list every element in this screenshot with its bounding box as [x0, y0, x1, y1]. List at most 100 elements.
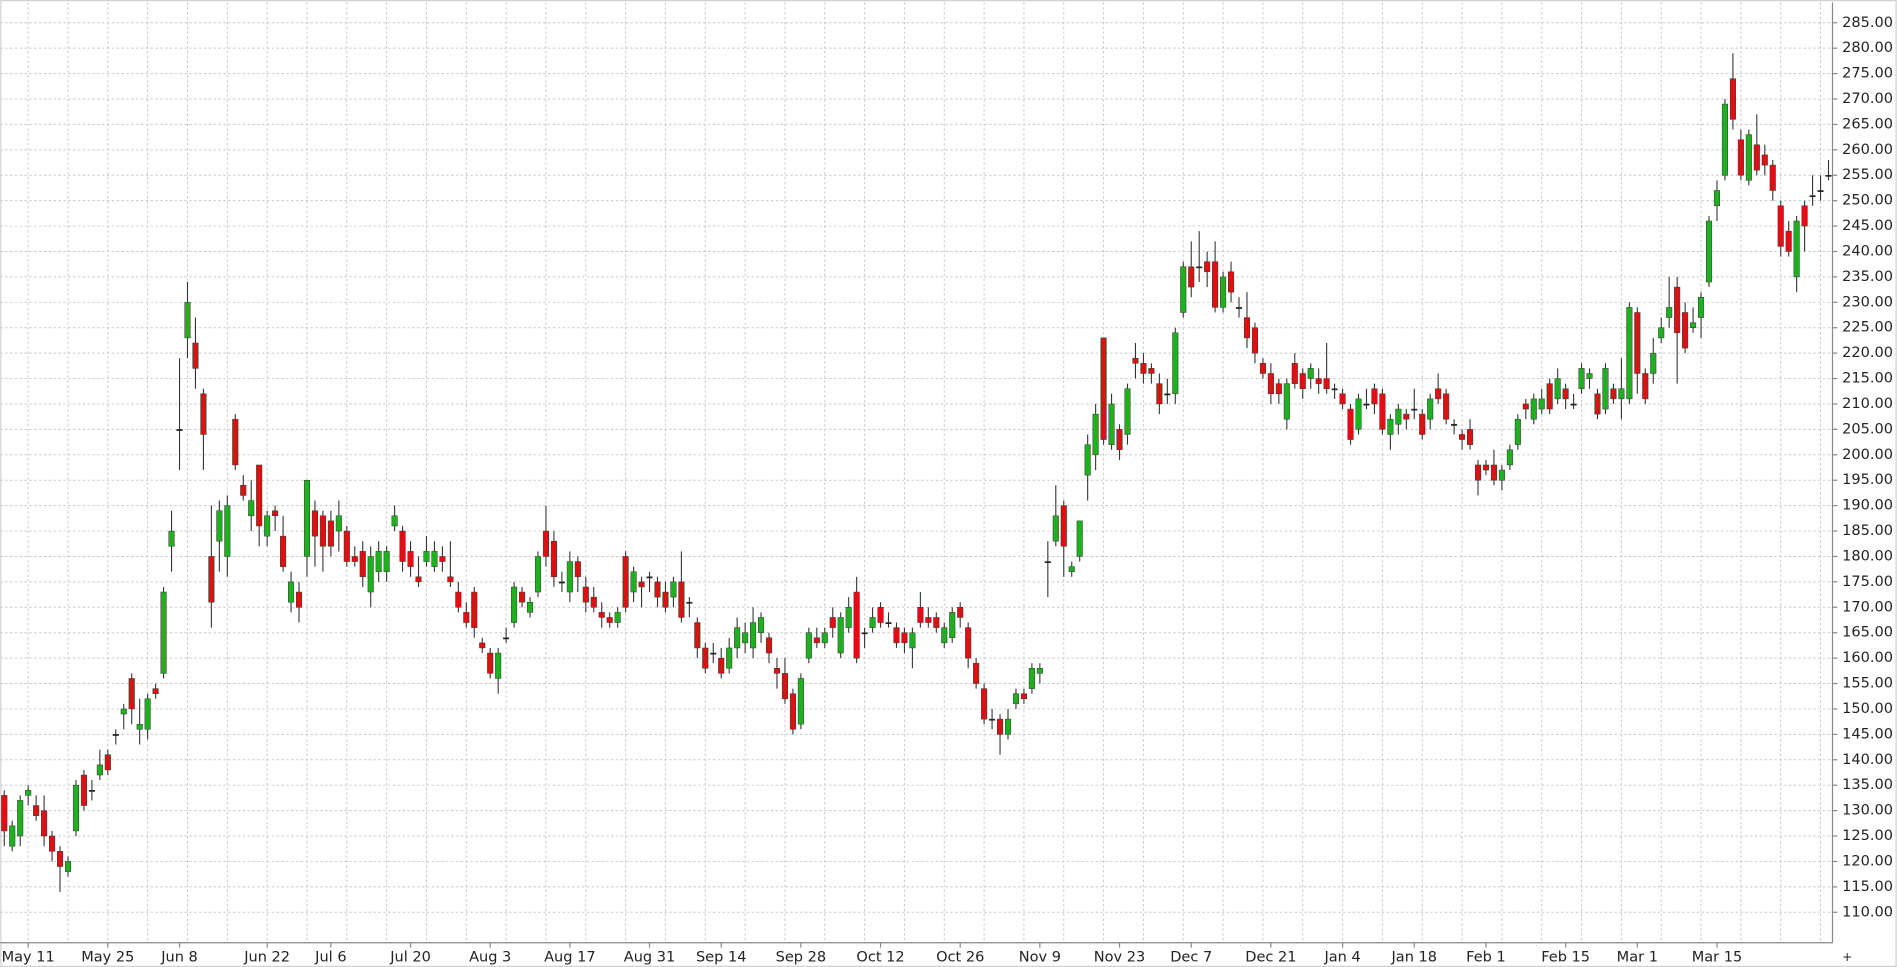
candle-body [630, 571, 637, 593]
candle-body [734, 627, 741, 649]
y-tick-label: 245.00 [1842, 218, 1893, 234]
candle-body [1809, 195, 1816, 198]
y-tick-label: 275.00 [1842, 66, 1893, 82]
y-tick-label: 220.00 [1842, 345, 1893, 361]
candle-body [25, 790, 32, 796]
candle-body [1212, 261, 1219, 308]
candle-body [391, 515, 398, 527]
candle-body [1554, 378, 1561, 400]
candle-body [439, 556, 446, 562]
candle-body [88, 790, 95, 792]
x-tick-label: Aug 17 [544, 949, 595, 965]
candle-body [80, 774, 87, 806]
candle-body [495, 652, 502, 679]
candle-body [1474, 464, 1482, 481]
x-tick-label: Oct 12 [856, 949, 904, 965]
candle-body [1243, 317, 1251, 339]
candle-body [1713, 190, 1721, 206]
x-tick-label: Jun 8 [160, 949, 198, 965]
candle-body [1570, 403, 1577, 406]
candle-body [1235, 307, 1243, 309]
candle-body [1188, 266, 1195, 288]
candle-body [726, 647, 733, 669]
candle-body [479, 642, 486, 649]
x-tick-label: Feb 15 [1541, 949, 1590, 965]
candle-body [184, 302, 191, 339]
candle-body [590, 596, 597, 608]
candle-body [797, 678, 804, 725]
candle-body [614, 612, 621, 623]
y-tick-label: 230.00 [1842, 294, 1893, 310]
candle-body [1721, 103, 1728, 176]
x-tick-label: Sep 28 [776, 949, 827, 965]
candle-body [399, 530, 406, 562]
candle-body [144, 698, 151, 730]
candle-body [765, 637, 773, 654]
candle-body [1307, 368, 1314, 379]
candle-body [1769, 164, 1776, 191]
candle-body [542, 530, 549, 557]
candle-body [1594, 393, 1601, 415]
candle-body [1777, 205, 1784, 247]
candle-body [519, 591, 526, 603]
candle-body [1538, 398, 1545, 410]
candle-body [718, 657, 725, 674]
candle-body [893, 627, 900, 644]
corner-mark: + [1842, 950, 1852, 964]
candle-body [1642, 373, 1649, 400]
candle-body [1419, 413, 1426, 435]
candle-body [1092, 413, 1099, 456]
candle-body [511, 586, 518, 623]
candle-body [1522, 403, 1529, 410]
candle-body [176, 429, 183, 431]
candle-body [455, 591, 462, 608]
candle-body [240, 485, 247, 496]
y-tick-label: 285.00 [1842, 15, 1893, 31]
y-tick-label: 225.00 [1842, 320, 1893, 336]
candle-body [1283, 383, 1290, 420]
candle-body [359, 551, 366, 578]
candle-body [1076, 520, 1083, 557]
candle-body [160, 591, 167, 674]
candle-body [1363, 403, 1370, 406]
y-tick-label: 270.00 [1842, 91, 1893, 107]
candle-body [1068, 566, 1075, 572]
candle-body [885, 622, 892, 624]
candle-body [311, 510, 318, 537]
candle-body [383, 551, 390, 572]
candle-body [1196, 266, 1203, 269]
y-tick-label: 140.00 [1842, 752, 1893, 768]
candle-body [1562, 388, 1569, 400]
candle-body [375, 551, 382, 572]
x-tick-label: May 11 [2, 949, 55, 965]
candle-body [973, 662, 980, 684]
y-tick-label: 150.00 [1842, 701, 1893, 717]
candle-body [1546, 383, 1553, 410]
candle-body [112, 734, 119, 736]
candle-body [208, 556, 215, 603]
y-tick-label: 190.00 [1842, 498, 1893, 514]
y-tick-label: 155.00 [1842, 676, 1893, 692]
candle-body [1729, 78, 1736, 120]
candle-body [17, 800, 24, 837]
candle-body [1052, 515, 1059, 542]
candle-body [1610, 388, 1617, 400]
candle-body [280, 535, 287, 567]
candle-body [1379, 393, 1386, 430]
candle-body [877, 607, 884, 623]
candle-body [1387, 418, 1394, 435]
x-tick-label: Dec 7 [1170, 949, 1212, 965]
candle-body [1355, 398, 1362, 430]
candle-body [1164, 393, 1171, 396]
y-tick-label: 180.00 [1842, 548, 1893, 564]
candle-body [327, 520, 334, 547]
y-tick-label: 205.00 [1842, 421, 1893, 437]
x-tick-label: Jan 4 [1323, 949, 1360, 965]
candle-body [805, 632, 812, 659]
candle-body [781, 673, 788, 700]
candle-body [200, 393, 207, 435]
candle-body [861, 632, 868, 635]
y-tick-label: 255.00 [1842, 167, 1893, 183]
candle-body [694, 622, 701, 649]
candle-body [1004, 718, 1012, 735]
